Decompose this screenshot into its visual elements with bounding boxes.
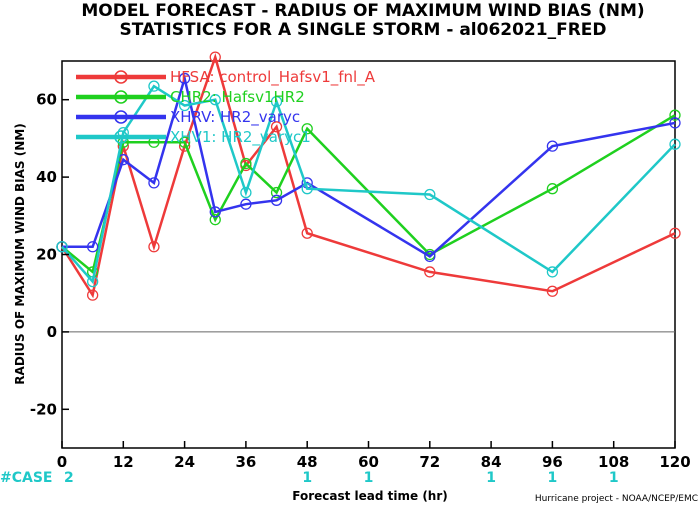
x-tick-label: 108 <box>598 453 629 471</box>
data-point <box>669 138 681 150</box>
series-layer <box>56 51 681 301</box>
data-point <box>301 227 313 239</box>
data-point <box>270 194 283 206</box>
case-count-value: 1 <box>609 470 619 486</box>
y-axis-label: RADIUS OF MAXIMUM WIND BIAS (NM) <box>13 123 27 384</box>
data-point <box>178 72 191 85</box>
data-point <box>669 109 681 121</box>
y-axis-ticks: -20 0 20 40 60 <box>30 91 69 418</box>
data-point <box>240 157 252 170</box>
y-tick-label: 40 <box>36 168 57 186</box>
data-point <box>209 94 221 106</box>
x-tick-label: 24 <box>174 453 195 471</box>
case-count-value: 1 <box>364 470 374 486</box>
data-point <box>270 121 283 133</box>
legend-label: HFSA: control_Hafsv1_fnl_A <box>170 68 376 87</box>
data-point <box>270 186 283 199</box>
x-tick-label: 0 <box>57 453 67 471</box>
data-point <box>424 266 436 278</box>
data-point <box>87 289 99 301</box>
x-axis-label: Forecast lead time (hr) <box>292 489 448 503</box>
y-tick-label: 0 <box>47 323 57 341</box>
x-tick-label: 48 <box>297 453 318 471</box>
data-point <box>56 241 68 253</box>
x-tick-label: 120 <box>659 453 690 471</box>
x-tick-label: 36 <box>235 453 256 471</box>
case-count-value: 1 <box>486 470 496 486</box>
data-point <box>669 227 681 239</box>
y-tick-label: 20 <box>36 246 57 264</box>
data-point <box>240 186 252 199</box>
x-tick-label: 12 <box>113 453 134 471</box>
y-tick-label: -20 <box>30 400 57 418</box>
data-point <box>148 241 160 253</box>
series-line <box>62 73 676 258</box>
data-point <box>209 214 221 226</box>
legend-label: XHRV: HR2_varyc <box>170 108 300 127</box>
data-point <box>87 241 99 253</box>
case-count-value: 2 <box>64 470 74 486</box>
case-count-row: #CASE 2 1 1 1 1 1 <box>0 470 619 486</box>
data-point <box>87 275 99 288</box>
data-point <box>209 51 221 63</box>
data-point <box>546 183 559 195</box>
case-count-value: 1 <box>548 470 558 486</box>
x-tick-label: 60 <box>358 453 379 471</box>
x-axis-ticks: 0 12 24 36 48 60 72 84 96 108 120 <box>57 441 691 471</box>
x-tick-label: 96 <box>542 453 563 471</box>
credit-text: Hurricane project - NOAA/NCEP/EMC <box>535 494 698 504</box>
data-point <box>301 123 313 135</box>
data-point <box>301 183 313 195</box>
data-point <box>148 177 160 189</box>
data-point <box>178 136 191 148</box>
data-point <box>546 266 559 278</box>
data-point <box>546 285 559 297</box>
data-point <box>148 80 160 92</box>
case-label: #CASE <box>0 470 53 486</box>
data-point <box>240 198 252 210</box>
data-point <box>546 140 559 152</box>
data-point <box>424 188 436 201</box>
plot-area <box>61 60 676 449</box>
x-tick-label: 72 <box>419 453 440 471</box>
legend-swatch-marker <box>114 110 128 124</box>
legend-swatch-marker <box>114 130 128 144</box>
legend-label: XHV1: HR2_varyc1 <box>170 128 311 147</box>
chart-title: MODEL FORECAST - RADIUS OF MAXIMUM WIND … <box>81 1 644 21</box>
data-point <box>424 250 436 263</box>
y-tick-label: 60 <box>36 91 57 109</box>
series-line <box>61 114 676 275</box>
chart-subtitle: STATISTICS FOR A SINGLE STORM - al062021… <box>119 20 606 40</box>
data-point <box>178 99 191 112</box>
data-point <box>669 117 681 129</box>
data-point <box>270 95 283 108</box>
case-count-value: 1 <box>302 470 312 486</box>
data-point <box>209 206 221 218</box>
series-line <box>61 84 676 285</box>
legend-swatch-marker <box>114 70 128 84</box>
x-tick-label: 84 <box>481 453 502 471</box>
legend-label: CHR2: Hafsv1HR2 <box>170 88 305 106</box>
legend-swatch-marker <box>114 90 128 104</box>
